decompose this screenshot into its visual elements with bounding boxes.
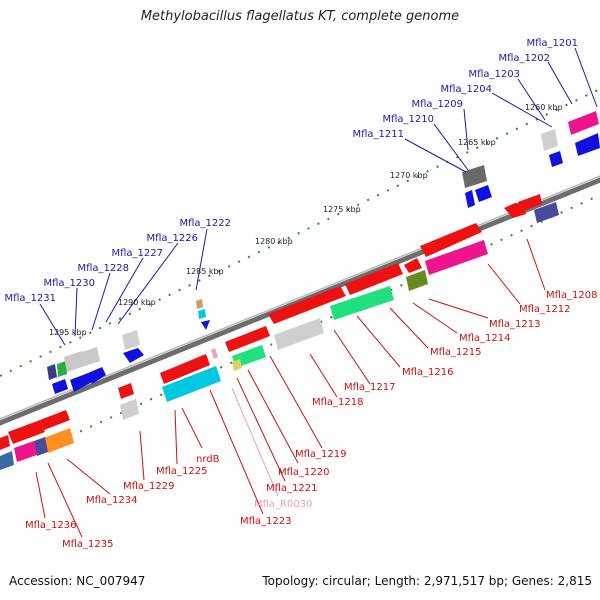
gene-block [82,347,100,366]
gene-label: Mfla_1214 [459,333,511,344]
gene-block [52,379,68,394]
gene-label: Mfla_R0030 [254,499,312,510]
gene-block [88,367,106,384]
scale-ticks [0,88,600,469]
gene-label: Mfla_1228 [77,263,129,274]
gene-block [475,185,492,202]
gene-label: Mfla_1202 [498,53,550,64]
gene-label: Mfla_1225 [156,466,208,477]
gene-block [0,451,14,470]
accession-text: Accession: NC_007947 [9,574,146,588]
gene-block [518,194,542,212]
gene-block [198,309,206,319]
gene-label: Mfla_1204 [440,84,492,95]
gene-block [40,410,70,430]
forward-label-lines [39,47,598,346]
gene-label: Mfla_1235 [62,539,114,550]
gene-block [465,190,475,208]
gene-label: Mfla_1227 [111,248,163,259]
gene-block [123,348,144,363]
scale-label-1265: 1265 kbp [458,138,496,147]
scale-labels: 1260 kbp 1265 kbp 1270 kbp 1275 kbp 1280… [49,103,563,337]
map-title: Methylobacillus flagellatus KT, complete… [140,9,460,24]
gene-label: Mfla_1218 [312,397,364,408]
gene-block [406,270,428,291]
gene-label: Mfla_1213 [489,319,541,330]
gene-block [57,361,67,377]
gene-block [34,437,48,456]
gene-label: Mfla_1223 [240,516,292,527]
gene-block [0,435,10,450]
gene-label: Mfla_1208 [546,290,598,301]
gene-block [44,428,74,453]
gene-block [201,320,210,330]
gene-label: Mfla_1211 [352,129,404,140]
gene-block [232,359,242,371]
gene-label: Mfla_1217 [344,382,396,393]
reverse-labels: Mfla_1208 Mfla_1212 Mfla_1213 Mfla_1214 … [25,290,598,550]
gene-label: Mfla_1209 [411,99,463,110]
forward-labels: Mfla_1201 Mfla_1202 Mfla_1203 Mfla_1204 … [4,38,578,304]
scale-label-1290: 1290 kbp [118,298,156,307]
gene-label: Mfla_1212 [519,304,571,315]
reverse-gene-blocks [0,194,559,470]
gene-block [568,111,599,135]
gene-label: Mfla_1221 [266,483,318,494]
gene-label: Mfla_1216 [402,367,454,378]
gene-block [47,364,57,380]
gene-block [122,330,140,350]
gene-label: Mfla_1234 [86,495,138,506]
gene-block [345,263,403,295]
gene-block [268,286,346,324]
genome-summary-text: Topology: circular; Length: 2,971,517 bp… [262,574,592,588]
gene-block [196,299,203,309]
gene-block [549,151,563,167]
gene-block [534,202,559,223]
gene-block [420,223,482,257]
gene-block [575,133,600,156]
scale-label-1270: 1270 kbp [390,171,428,180]
scale-label-1275: 1275 kbp [323,205,361,214]
gene-block [541,129,558,151]
scale-label-1285: 1285 kbp [186,267,224,276]
scale-label-1295: 1295 kbp [49,328,87,337]
gene-label: Mfla_1230 [43,278,95,289]
gene-block [160,354,210,384]
scale-label-1280: 1280 kbp [255,237,293,246]
gene-block [120,399,139,420]
gene-block [211,348,218,359]
gene-label: Mfla_1201 [526,38,578,49]
gene-block [225,326,270,352]
gene-block [8,420,45,444]
gene-block [14,441,37,462]
gene-block [70,373,92,392]
gene-block [425,240,488,275]
forward-gene-blocks [47,111,600,394]
gene-label: nrdB [196,454,220,465]
gene-block [404,258,422,273]
reverse-label-lines [35,238,546,538]
gene-block [162,366,221,402]
gene-label: Mfla_1222 [179,218,231,229]
gene-label: Mfla_1231 [4,293,56,304]
gene-label: Mfla_1219 [295,449,347,460]
gene-label: Mfla_1226 [146,233,198,244]
gene-block [274,318,324,350]
gene-label: Mfla_1215 [430,347,482,358]
gene-block [118,383,134,399]
gene-label: Mfla_1220 [278,467,330,478]
gene-label: Mfla_1210 [382,114,434,125]
gene-label: Mfla_1203 [468,69,520,80]
gene-label: Mfla_1229 [123,481,175,492]
rna-label-line [231,387,279,497]
scale-label-1260: 1260 kbp [525,103,563,112]
gene-block [64,351,85,372]
gene-label: Mfla_1236 [25,520,77,531]
gene-block [462,165,487,188]
gene-block [330,286,394,320]
